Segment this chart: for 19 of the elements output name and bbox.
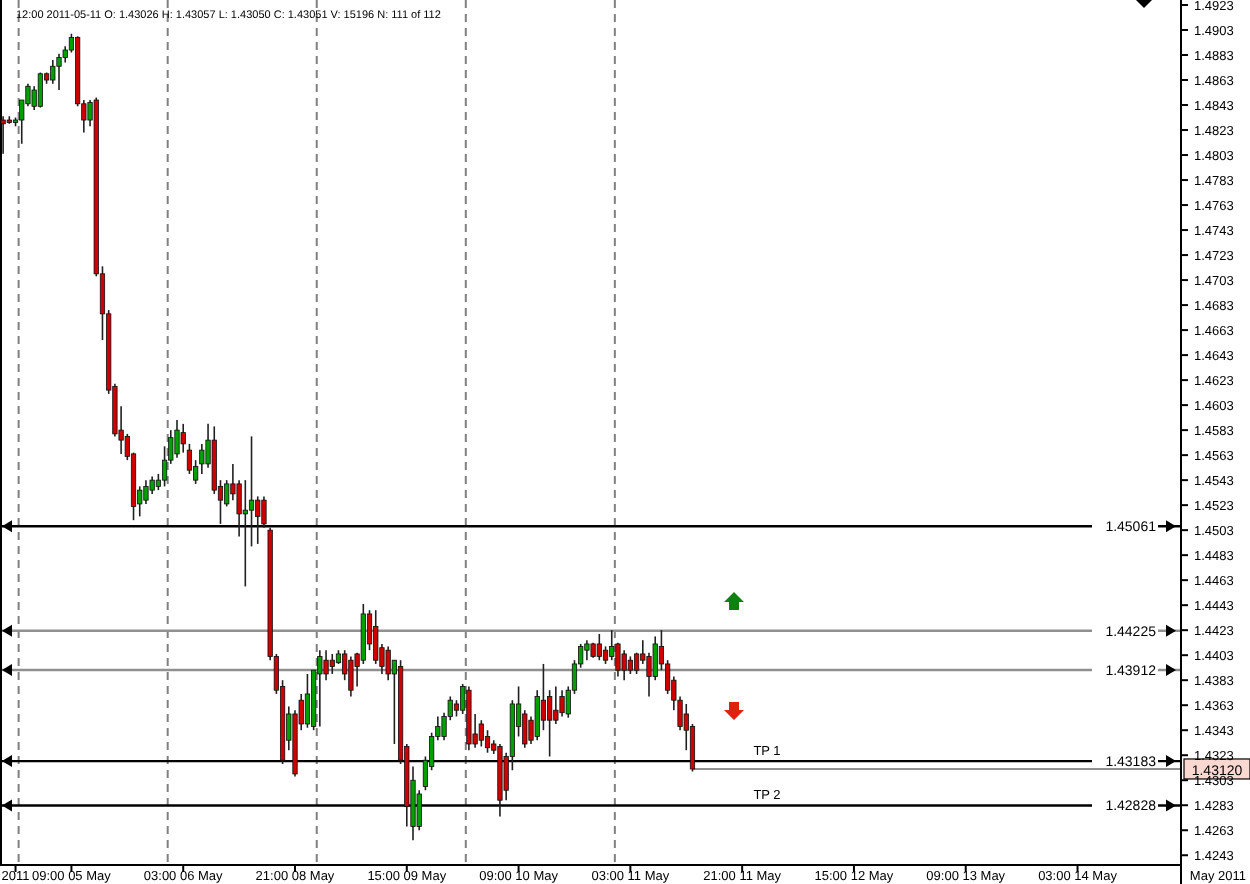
candlestick [0, 115, 6, 155]
candlestick [540, 663, 547, 732]
candlestick [329, 653, 335, 675]
candlestick [385, 645, 391, 681]
candlestick [584, 639, 590, 661]
candlestick [360, 603, 366, 665]
candlestick [559, 689, 565, 718]
candlestick [317, 649, 323, 728]
candlestick [596, 633, 602, 661]
candlestick [304, 673, 311, 729]
candlestick [621, 649, 627, 681]
candlestick [56, 52, 62, 91]
candlestick [553, 685, 559, 725]
candlestick [348, 655, 354, 698]
candlestick [323, 649, 329, 681]
candlestick [37, 71, 43, 109]
candlestick [174, 419, 180, 459]
candlestick [50, 59, 56, 85]
candlestick [478, 719, 484, 748]
